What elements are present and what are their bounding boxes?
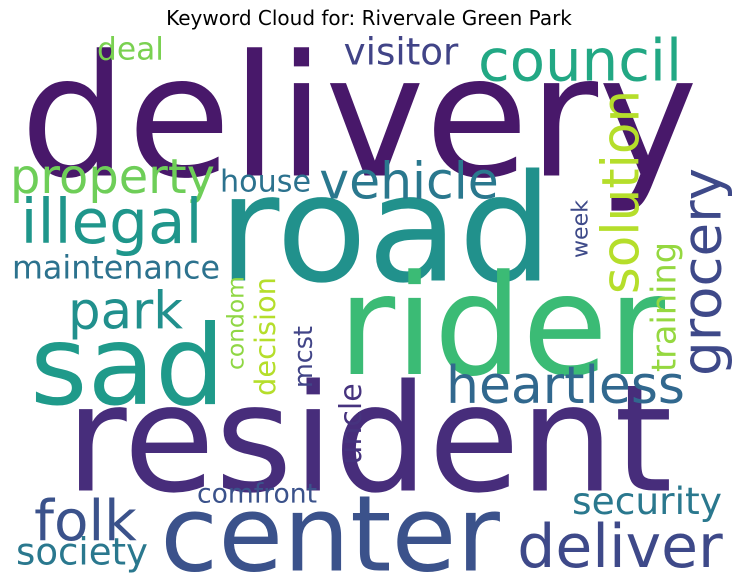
word-sad: sad [30,303,225,431]
word-delivery: delivery [20,19,698,216]
word-decision: decision [248,277,282,396]
word-resident: resident [66,354,673,527]
word-park: park [68,282,183,342]
word-security: security [572,479,722,523]
word-folk: folk [34,489,137,554]
word-illegal: illegal [21,187,203,258]
word-deliver: deliver [517,512,723,582]
word-grocery: grocery [670,168,734,376]
word-center: center [160,473,500,583]
word-road: road [218,144,553,317]
word-rider: rider [338,245,666,407]
word-council: council [478,27,682,95]
word-week: week [569,200,594,258]
word-training: training [645,242,684,372]
word-house: house [220,165,311,200]
word-maintenance: maintenance [12,251,220,287]
word-visitor: visitor [344,30,459,74]
word-condom: condom [222,276,250,370]
word-society: society [16,531,148,574]
word-mcst: mcst [288,326,318,388]
word-solution: solution [592,90,652,294]
word-property: property [10,150,215,205]
word-deal: deal [97,32,164,68]
word-heartless: heartless [446,356,685,416]
word-comfront: comfront [197,479,317,510]
word-vehicle: vehicle [319,152,498,211]
word-uncle: uncle [334,383,369,464]
chart-title: Keyword Cloud for: Rivervale Green Park [166,6,572,30]
